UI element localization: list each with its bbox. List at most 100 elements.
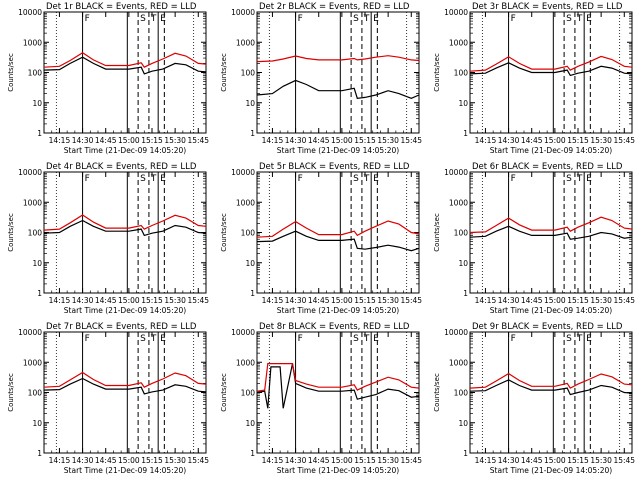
x-tick-label: 15:45 [400,136,422,145]
x-tick-label: 15:45 [400,296,422,305]
x-tick-label: 15:15 [567,296,589,305]
series-line-events [256,363,420,409]
x-tick-label: 15:30 [164,136,186,145]
marker-label-f: F [298,334,303,344]
marker-label-t: T [150,334,157,344]
y-tick-label: 1 [463,129,468,138]
y-axis-label: Counts/sec [220,53,228,92]
y-tick-label: 1 [250,289,255,298]
x-tick-label: 15:00 [331,136,353,145]
x-tick-label: 14:45 [521,136,543,145]
x-axis-label: Start Time (21-Dec-09 14:05:20) [490,306,612,315]
y-tick-label: 1000 [23,38,42,47]
y-tick-label: 10 [245,259,255,268]
series-line-lld [469,55,633,72]
marker-label-t: T [363,14,370,24]
x-tick-label: 14:30 [285,296,307,305]
x-tick-label: 15:00 [118,136,140,145]
x-tick-label: 14:15 [475,136,497,145]
marker-label-t: T [576,334,583,344]
x-tick-label: 14:30 [498,296,520,305]
x-tick-label: 15:00 [118,456,140,465]
x-axis-label: Start Time (21-Dec-09 14:05:20) [64,466,186,475]
y-tick-label: 10 [458,99,468,108]
x-tick-label: 15:30 [590,456,612,465]
y-tick-label: 100 [28,69,43,78]
y-tick-label: 1000 [449,358,468,367]
panel-det-2r: Det 2r BLACK = Events, RED = LLD 1 10 100 10… [213,0,426,160]
x-tick-label: 15:45 [613,456,635,465]
chart-title: Det 9r BLACK = Events, RED = LLD [472,322,623,332]
y-tick-label: 10 [32,259,42,268]
y-tick-label: 1000 [449,198,468,207]
x-tick-label: 15:45 [613,136,635,145]
plot-frame [43,11,207,134]
x-axis-label: Start Time (21-Dec-09 14:05:20) [277,466,399,475]
x-tick-label: 15:30 [590,136,612,145]
marker-label-e: E [160,14,166,24]
series-line-lld [256,220,420,238]
x-tick-label: 14:30 [72,296,94,305]
panel-det-6r: Det 6r BLACK = Events, RED = LLD 1 10 100 10… [426,160,639,320]
marker-label-f: F [511,334,516,344]
y-axis-label: Counts/sec [220,373,228,412]
marker-label-e: E [373,334,379,344]
y-tick-label: 1 [463,449,468,458]
series-line-lld [256,55,420,63]
chart-title: Det 3r BLACK = Events, RED = LLD [472,2,623,12]
series-line-lld [43,371,207,388]
x-tick-label: 15:15 [354,136,376,145]
marker-label-e: E [373,14,379,24]
x-tick-label: 15:30 [164,456,186,465]
series-line-events [256,79,420,99]
series-line-events [469,62,633,77]
y-tick-label: 10000 [444,8,468,17]
marker-label-t: T [576,174,583,184]
x-tick-label: 15:15 [354,296,376,305]
marker-label-s: S [140,14,146,24]
y-tick-label: 100 [241,69,256,78]
y-tick-label: 10 [458,419,468,428]
chart-title: Det 6r BLACK = Events, RED = LLD [472,162,623,172]
series-line-events [43,377,207,395]
x-tick-label: 14:30 [285,456,307,465]
x-tick-label: 14:30 [72,456,94,465]
marker-label-f: F [85,14,90,24]
marker-label-e: E [586,14,592,24]
x-tick-label: 14:30 [72,136,94,145]
y-tick-label: 1 [250,129,255,138]
x-axis-label: Start Time (21-Dec-09 14:05:20) [277,306,399,315]
y-tick-label: 10000 [231,8,255,17]
x-tick-label: 14:45 [521,296,543,305]
x-tick-label: 14:30 [498,456,520,465]
marker-label-f: F [85,334,90,344]
y-tick-label: 10000 [444,328,468,337]
x-tick-label: 14:15 [49,296,71,305]
y-tick-label: 10000 [18,168,42,177]
y-axis-label: Counts/sec [7,213,15,252]
marker-label-f: F [298,14,303,24]
marker-label-t: T [150,14,157,24]
panel-det-4r: Det 4r BLACK = Events, RED = LLD 1 10 100 10… [0,160,213,320]
marker-label-s: S [566,334,572,344]
x-tick-label: 15:45 [613,296,635,305]
y-tick-label: 10000 [231,168,255,177]
x-tick-label: 14:15 [475,296,497,305]
marker-label-s: S [140,334,146,344]
x-tick-label: 15:30 [590,296,612,305]
x-tick-label: 15:45 [187,456,209,465]
y-tick-label: 1 [37,449,42,458]
x-tick-label: 15:30 [377,136,399,145]
chart-svg: Det 9r BLACK = Events, RED = LLD 1 10 100 10… [433,322,635,475]
y-tick-label: 10000 [444,168,468,177]
y-tick-label: 10000 [231,328,255,337]
panel-det-5r: Det 5r BLACK = Events, RED = LLD 1 10 100 10… [213,160,426,320]
y-tick-label: 10000 [18,8,42,17]
y-tick-label: 1000 [236,358,255,367]
y-tick-label: 10 [32,419,42,428]
panel-det-9r: Det 9r BLACK = Events, RED = LLD 1 10 100 10… [426,320,639,480]
panel-det-1r: Det 1r BLACK = Events, RED = LLD 1 10 100 10… [0,0,213,160]
x-axis-label: Start Time (21-Dec-09 14:05:20) [64,146,186,155]
x-tick-label: 15:15 [141,296,163,305]
marker-label-s: S [566,174,572,184]
